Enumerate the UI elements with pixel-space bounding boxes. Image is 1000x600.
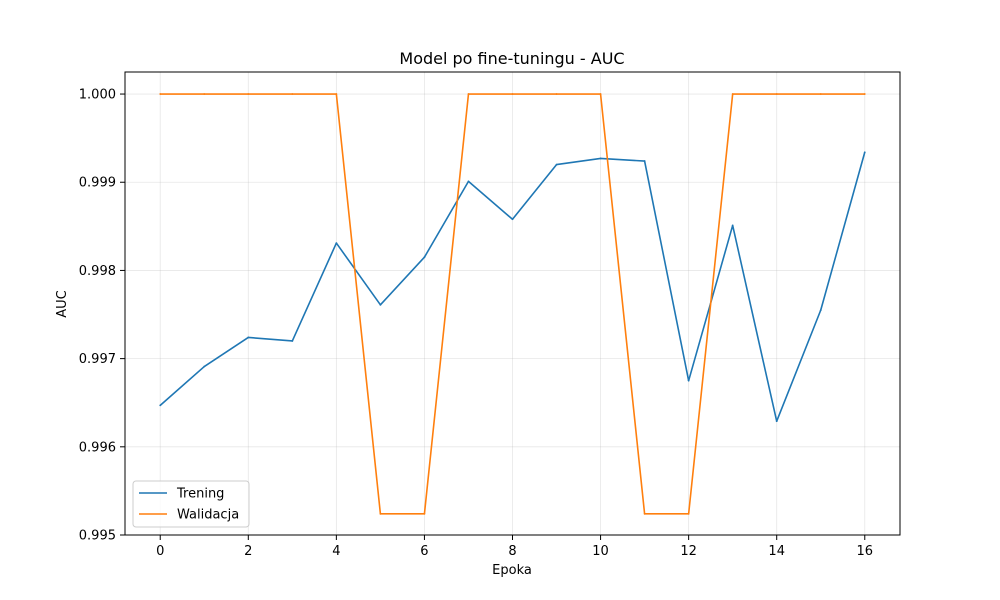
data-point-walidacja (335, 93, 338, 95)
data-point-trening (511, 218, 514, 221)
data-point-walidacja (775, 93, 778, 95)
data-point-walidacja (423, 512, 426, 515)
y-tick-label: 1.000 (79, 88, 116, 103)
y-tick-label: 0.998 (79, 264, 116, 279)
y-tick-label: 0.996 (79, 440, 116, 455)
data-point-trening (819, 309, 822, 312)
data-point-trening (291, 340, 294, 342)
data-point-trening (863, 151, 866, 154)
data-point-trening (335, 242, 338, 244)
x-tick-label: 14 (768, 544, 785, 559)
data-point-trening (203, 365, 206, 368)
legend: Trening Walidacja (132, 480, 250, 528)
data-point-walidacja (643, 512, 646, 515)
x-tick-label: 4 (332, 544, 340, 559)
x-tick-label: 0 (156, 544, 164, 559)
data-point-walidacja (599, 93, 602, 95)
series-layer (159, 93, 866, 515)
y-tick-label: 0.999 (79, 176, 116, 191)
ticks: 0 2 4 6 8 10 12 14 16 0.995 0.996 0.997 0.998 0.999 1.… (79, 88, 873, 559)
data-point-trening (599, 157, 602, 160)
legend-label-walidacja: Walidacja (177, 508, 239, 523)
data-point-walidacja (159, 93, 162, 95)
y-axis-label: AUC (55, 290, 70, 318)
x-tick-label: 16 (856, 544, 873, 559)
data-point-trening (643, 160, 646, 162)
data-point-walidacja (555, 93, 558, 95)
data-point-walidacja (467, 93, 470, 95)
data-point-trening (731, 224, 734, 227)
x-tick-label: 2 (244, 544, 252, 559)
data-point-walidacja (291, 93, 294, 95)
data-point-walidacja (511, 93, 514, 95)
data-point-trening (775, 420, 778, 423)
data-point-walidacja (863, 93, 866, 95)
data-point-walidacja (379, 512, 382, 515)
x-axis-label: Epoka (492, 563, 532, 578)
data-point-walidacja (731, 93, 734, 95)
data-point-trening (423, 256, 426, 259)
chart-title: Model po fine-tuningu - AUC (399, 49, 624, 68)
data-point-walidacja (819, 93, 822, 95)
data-point-trening (159, 404, 162, 407)
x-tick-label: 6 (420, 544, 428, 559)
data-point-trening (555, 163, 558, 166)
data-point-walidacja (247, 93, 250, 95)
y-tick-label: 0.997 (79, 352, 116, 367)
data-point-trening (687, 379, 690, 382)
x-tick-label: 8 (508, 544, 516, 559)
x-tick-label: 10 (592, 544, 609, 559)
data-point-walidacja (203, 93, 206, 95)
data-point-trening (247, 336, 250, 339)
x-tick-label: 12 (680, 544, 697, 559)
data-point-trening (379, 303, 382, 306)
y-tick-label: 0.995 (79, 529, 116, 544)
data-point-trening (467, 180, 470, 183)
legend-label-trening: Trening (176, 487, 224, 502)
data-point-walidacja (687, 512, 690, 515)
